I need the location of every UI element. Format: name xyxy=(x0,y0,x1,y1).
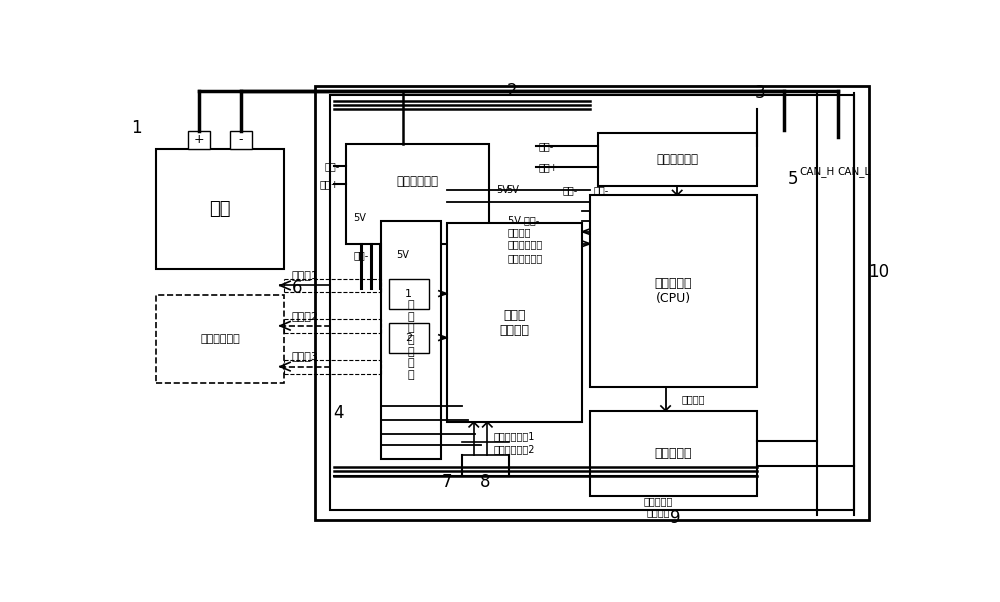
Text: 5V: 5V xyxy=(496,185,509,196)
Text: 热端采样电压: 热端采样电压 xyxy=(508,239,543,249)
Text: 热电偶1: 热电偶1 xyxy=(292,270,319,281)
FancyBboxPatch shape xyxy=(590,411,757,497)
Text: 2: 2 xyxy=(507,82,518,100)
FancyBboxPatch shape xyxy=(388,323,429,353)
FancyBboxPatch shape xyxy=(188,131,210,149)
FancyBboxPatch shape xyxy=(156,295,284,383)
Text: CAN_L: CAN_L xyxy=(837,166,870,178)
Text: 热电偶信号
处理系统: 热电偶信号 处理系统 xyxy=(643,496,672,517)
FancyBboxPatch shape xyxy=(598,132,757,186)
Text: 5V: 5V xyxy=(506,185,519,196)
Text: 2: 2 xyxy=(405,333,412,343)
FancyBboxPatch shape xyxy=(447,223,582,422)
Text: 热电偶
采样电路: 热电偶 采样电路 xyxy=(499,309,529,337)
Text: 电源+: 电源+ xyxy=(320,179,340,189)
Text: 热电偶2: 热电偶2 xyxy=(292,311,319,321)
Text: 电源-: 电源- xyxy=(354,250,369,260)
Text: 待测温度环境: 待测温度环境 xyxy=(200,334,240,344)
Text: 7: 7 xyxy=(441,473,452,491)
Text: 总线通信: 总线通信 xyxy=(681,394,705,404)
Text: 电源: 电源 xyxy=(209,200,231,218)
Text: 电源-: 电源- xyxy=(539,141,554,151)
Text: 中央处理器
(CPU): 中央处理器 (CPU) xyxy=(655,278,692,305)
Text: 电源转换电路: 电源转换电路 xyxy=(397,175,439,188)
Text: 电源采样电压: 电源采样电压 xyxy=(508,253,543,264)
Text: 9: 9 xyxy=(670,509,680,527)
Text: 5V: 5V xyxy=(396,250,409,260)
Text: 5: 5 xyxy=(788,170,798,188)
FancyBboxPatch shape xyxy=(388,279,429,309)
Text: 控制信号: 控制信号 xyxy=(508,227,531,237)
FancyBboxPatch shape xyxy=(346,144,489,244)
FancyBboxPatch shape xyxy=(330,96,854,510)
Text: -: - xyxy=(239,134,243,146)
Text: 电源+: 电源+ xyxy=(539,162,559,172)
Text: 电源-: 电源- xyxy=(593,185,608,196)
Text: 6: 6 xyxy=(292,279,302,297)
FancyBboxPatch shape xyxy=(381,220,441,459)
Text: 冷端采样电压2: 冷端采样电压2 xyxy=(494,444,535,454)
Text: 冷端采样电压1: 冷端采样电压1 xyxy=(494,431,535,441)
Text: +: + xyxy=(194,134,204,146)
Text: 1: 1 xyxy=(131,119,142,137)
Text: 8: 8 xyxy=(480,473,491,491)
FancyBboxPatch shape xyxy=(230,131,252,149)
Text: 1: 1 xyxy=(405,288,412,299)
Text: 10: 10 xyxy=(868,262,889,281)
FancyBboxPatch shape xyxy=(156,149,284,269)
FancyBboxPatch shape xyxy=(590,195,757,388)
FancyBboxPatch shape xyxy=(315,86,869,520)
Text: 5V: 5V xyxy=(354,213,366,223)
Text: 热电偶3: 热电偶3 xyxy=(292,352,319,361)
Text: 5V 电源-: 5V 电源- xyxy=(508,216,539,226)
Text: CAN_H: CAN_H xyxy=(799,166,835,178)
Text: 4: 4 xyxy=(333,404,343,422)
Text: 电源采样电路: 电源采样电路 xyxy=(656,153,698,166)
Text: 3: 3 xyxy=(755,84,766,102)
Text: 电源-: 电源- xyxy=(563,185,578,196)
Text: 总线收发器: 总线收发器 xyxy=(655,447,692,460)
Text: 热
切
换
电
偶
通
道: 热 切 换 电 偶 通 道 xyxy=(408,300,414,380)
Text: 电源-: 电源- xyxy=(324,161,340,171)
